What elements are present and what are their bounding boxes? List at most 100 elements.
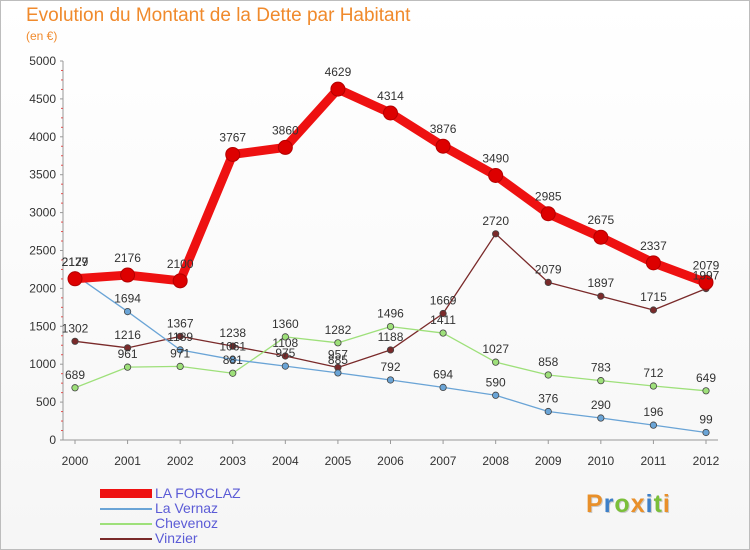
data-point	[123, 363, 132, 371]
data-point	[176, 362, 184, 370]
data-point	[544, 278, 552, 287]
data-point	[123, 344, 132, 352]
data-point	[176, 332, 184, 340]
data-label: 1897	[587, 276, 614, 290]
x-tick-label: 2011	[641, 454, 667, 468]
data-label: 196	[643, 405, 663, 419]
data-label: 1282	[325, 323, 352, 337]
data-label: 975	[275, 346, 295, 360]
data-label: 649	[696, 371, 716, 385]
y-tick-label: 1000	[29, 357, 56, 371]
logo-letter: P	[586, 490, 604, 518]
data-label: 957	[328, 347, 348, 361]
data-point	[702, 428, 710, 437]
chart-subtitle: (en €)	[26, 29, 58, 43]
data-label: 1360	[272, 317, 299, 331]
x-tick-label: 2009	[535, 454, 562, 468]
data-label: 3767	[219, 130, 246, 144]
data-label: 1188	[378, 330, 404, 344]
legend-swatch	[100, 507, 152, 510]
data-point	[698, 274, 714, 290]
data-label: 1189	[167, 330, 193, 344]
data-point	[120, 267, 136, 283]
x-tick-label: 2004	[272, 454, 299, 468]
data-label: 3860	[272, 123, 299, 137]
x-tick-label: 2002	[167, 454, 194, 468]
data-point	[492, 391, 500, 399]
data-label: 858	[538, 355, 558, 369]
logo-letter: t	[653, 490, 663, 518]
data-point	[540, 206, 556, 222]
data-label: 99	[699, 412, 713, 426]
data-point	[649, 306, 658, 314]
data-point	[439, 329, 447, 337]
data-point	[229, 369, 237, 377]
data-point	[488, 167, 504, 183]
data-point	[597, 292, 605, 300]
chart-legend: LA FORCLAZ La Vernaz Chevenoz Vinzier	[100, 486, 241, 546]
data-point	[67, 271, 83, 287]
data-label: 1238	[219, 326, 246, 340]
legend-swatch	[100, 522, 152, 525]
data-label: 2179	[62, 255, 89, 269]
data-label: 2100	[167, 257, 194, 271]
y-tick-label: 2500	[29, 244, 56, 258]
data-point	[544, 407, 552, 416]
data-label: 1027	[482, 342, 509, 356]
x-tick-label: 2006	[377, 454, 404, 468]
legend-item: LA FORCLAZ	[100, 486, 241, 501]
data-label: 1694	[114, 292, 141, 306]
data-label: 792	[380, 360, 400, 374]
data-label: 2720	[482, 214, 509, 228]
data-label: 1669	[430, 293, 457, 307]
logo-letter: x	[630, 490, 646, 518]
data-point	[281, 333, 289, 341]
data-label: 1715	[640, 290, 667, 304]
data-point	[597, 377, 605, 385]
data-point	[123, 307, 132, 316]
data-point	[386, 323, 395, 331]
y-tick-label: 4000	[29, 130, 56, 144]
chart-series	[67, 81, 714, 437]
data-point	[544, 371, 552, 379]
data-point	[334, 369, 342, 377]
data-point	[172, 273, 188, 289]
data-point	[492, 230, 500, 238]
data-label: 2176	[114, 251, 141, 265]
data-point	[71, 337, 79, 345]
data-point	[71, 384, 79, 392]
data-label: 590	[486, 375, 506, 389]
data-label: 2079	[693, 258, 720, 272]
data-point	[386, 376, 395, 384]
data-label: 3876	[430, 122, 457, 136]
logo-letter: i	[645, 490, 654, 518]
y-tick-label: 0	[49, 433, 56, 447]
data-point	[649, 382, 658, 390]
data-point	[229, 355, 237, 364]
data-point	[225, 146, 241, 162]
data-point	[334, 339, 342, 347]
data-point	[435, 138, 451, 154]
data-label: 2985	[535, 190, 562, 204]
data-label: 4629	[325, 65, 352, 79]
x-tick-label: 2012	[693, 454, 720, 468]
x-tick-label: 2000	[62, 454, 89, 468]
x-tick-label: 2003	[219, 454, 246, 468]
data-point	[277, 139, 293, 155]
data-label: 1216	[114, 328, 141, 342]
data-point	[281, 352, 289, 360]
legend-item: Vinzier	[100, 531, 241, 546]
legend-swatch	[100, 537, 152, 540]
data-label: 2675	[587, 213, 614, 227]
legend-label: Chevenoz	[155, 515, 219, 531]
legend-label: Vinzier	[155, 530, 198, 546]
logo-letter: r	[603, 490, 615, 518]
x-tick-label: 2010	[587, 454, 614, 468]
proxiti-logo: Proxiti	[586, 490, 671, 519]
x-tick-label: 2007	[430, 454, 457, 468]
legend-swatch	[100, 489, 152, 498]
data-label: 2079	[535, 262, 562, 276]
data-label: 694	[433, 367, 453, 381]
data-point	[330, 81, 346, 97]
